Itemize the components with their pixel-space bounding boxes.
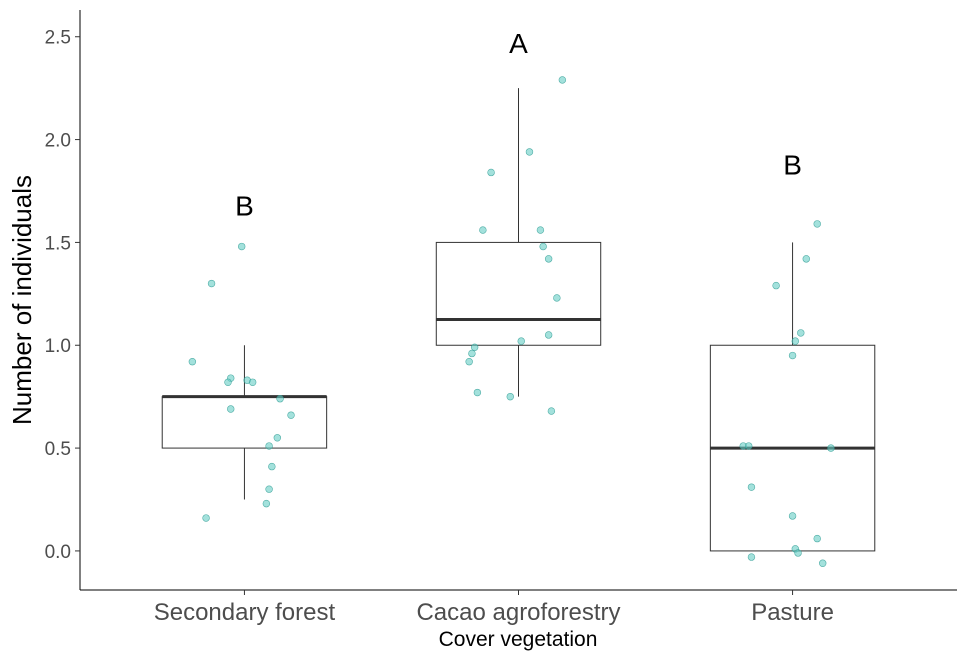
data-point — [506, 392, 514, 401]
data-point — [813, 220, 821, 228]
significance-letter: B — [235, 190, 254, 221]
data-point — [517, 337, 525, 345]
y-tick-label: 2.5 — [45, 28, 71, 49]
data-point — [479, 226, 487, 234]
y-axis-title: Number of individuals — [7, 175, 37, 425]
data-point — [745, 442, 753, 450]
data-point — [819, 559, 827, 567]
data-point — [827, 444, 835, 452]
data-point — [544, 331, 553, 339]
data-point — [772, 281, 780, 290]
data-point — [747, 483, 756, 491]
boxes — [161, 88, 876, 552]
box — [435, 241, 602, 346]
data-point — [813, 534, 821, 543]
data-point — [791, 337, 800, 345]
y-tick-label: 1.0 — [45, 336, 71, 357]
data-point — [473, 388, 482, 397]
data-point — [265, 485, 273, 493]
data-point — [553, 294, 561, 302]
x-tick-label: Pasture — [751, 599, 834, 626]
significance-letter: A — [509, 28, 528, 59]
x-axis-title: Cover vegetation — [439, 628, 598, 651]
data-point — [237, 242, 246, 251]
data-point — [547, 407, 556, 415]
data-point — [802, 255, 810, 263]
data-point — [468, 349, 476, 358]
data-point — [262, 499, 271, 508]
data-point — [536, 226, 545, 234]
y-tick-label: 0.5 — [45, 439, 71, 460]
data-point — [224, 378, 232, 386]
data-point — [797, 329, 805, 337]
box — [161, 396, 328, 449]
y-tick-label: 1.5 — [45, 233, 71, 254]
data-point — [188, 358, 197, 366]
data-point — [794, 549, 802, 557]
data-point — [544, 255, 553, 263]
jitter-points — [188, 76, 835, 567]
data-point — [276, 395, 284, 403]
data-point — [747, 553, 756, 561]
data-point — [207, 279, 216, 288]
data-point — [202, 514, 210, 522]
data-point — [558, 76, 567, 84]
data-point — [265, 442, 273, 450]
data-point — [268, 462, 276, 471]
x-tick-label: Cacao agroforestry — [416, 599, 620, 626]
data-point — [788, 351, 797, 360]
tick-labels: 0.0 0.5 1.0 1.5 2.0 2.5 Secondary forest Cacao … — [45, 28, 834, 626]
axes — [75, 10, 957, 595]
data-point — [487, 168, 495, 177]
data-point — [465, 358, 473, 366]
data-point — [287, 411, 295, 419]
x-tick-label: Secondary forest — [154, 599, 336, 626]
data-point — [525, 148, 534, 156]
y-tick-label: 2.0 — [45, 131, 71, 152]
data-point — [248, 378, 257, 386]
data-point — [539, 242, 547, 251]
y-tick-label: 0.0 — [45, 542, 71, 563]
data-point — [470, 343, 479, 352]
significance-letter: B — [783, 149, 802, 180]
data-point — [273, 434, 282, 442]
significance-letters: B A B — [235, 28, 802, 221]
data-point — [788, 512, 797, 520]
data-point — [227, 405, 235, 413]
